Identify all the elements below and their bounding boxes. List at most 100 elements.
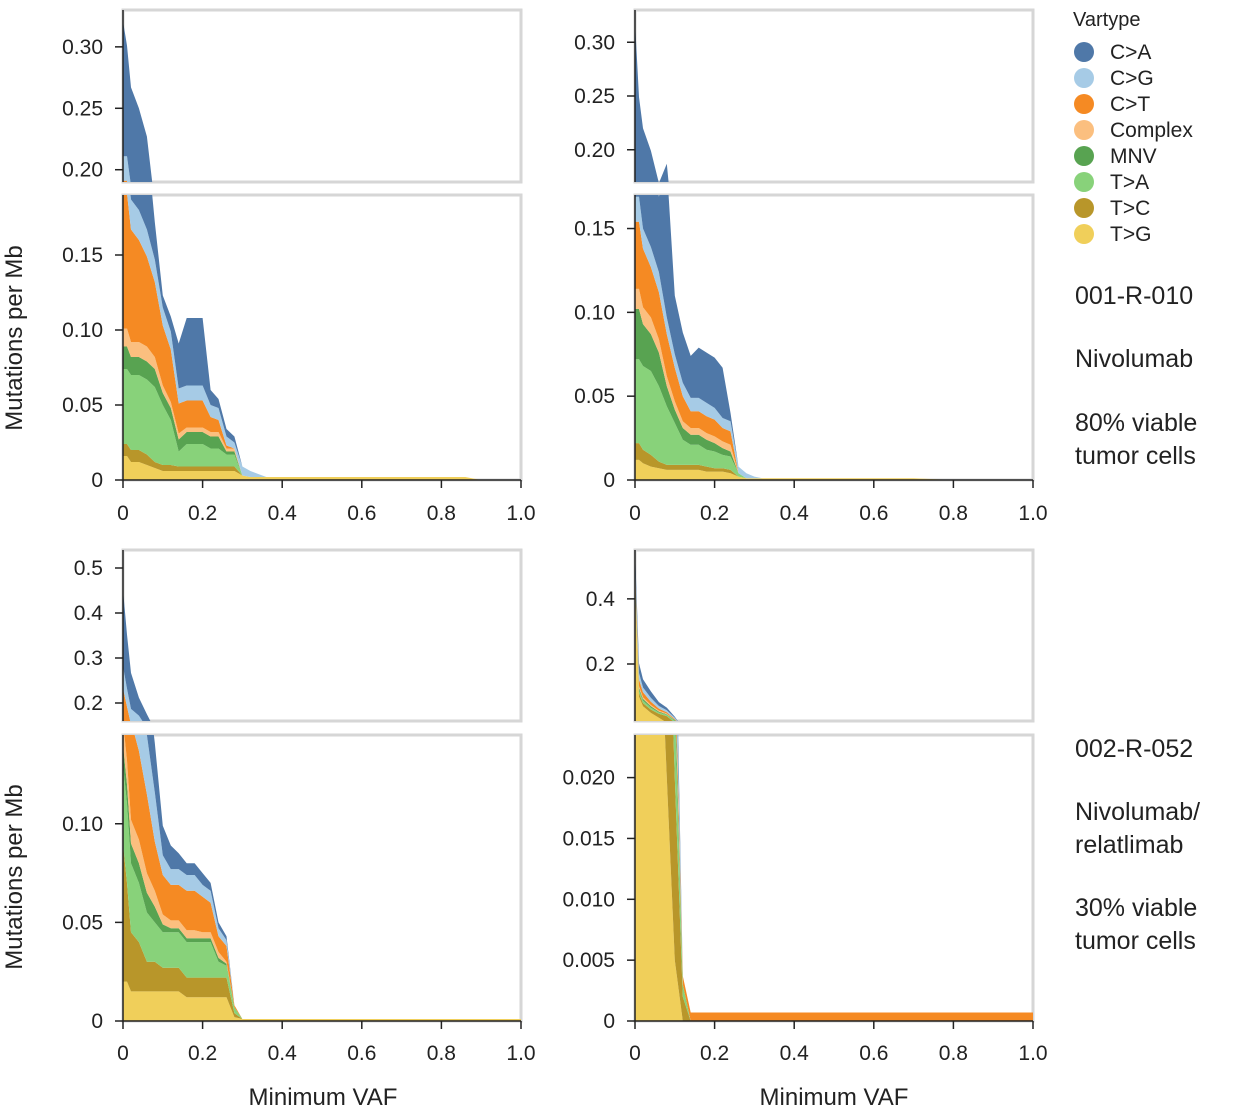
area-t-to-c-panel-4-bottom [664,735,1033,1021]
area-mnv-panel-4-top [635,574,676,721]
area-t-to-a-panel-4-bottom [673,735,1033,1021]
panel-4-bottom-areas [635,735,1033,1021]
y-tick-label: 0.4 [586,588,616,611]
area-complex-panel-4-top [635,572,677,721]
y-tick-label: 0.5 [74,557,103,580]
legend-label-t-to-c: T>C [1110,197,1150,220]
sample-id-2: 002-R-052 [1075,735,1193,763]
area-t-to-c-panel-3-top [123,753,521,793]
x-tick-label: 0.2 [188,502,217,525]
panel-1-bottom-areas [123,195,521,480]
x-tick-label: 0.4 [780,502,810,525]
legend-label-mnv: MNV [1110,145,1157,168]
y-tick-label: 0 [603,469,615,492]
y-tick-label: 0.10 [62,319,103,342]
area-t-to-g-panel-1-bottom [123,456,521,480]
legend-label-c-to-a: C>A [1110,41,1151,64]
area-mnv-panel-1-bottom [123,346,521,480]
treatment-2-line1: Nivolumab/ [1075,798,1200,826]
x-tick-label: 0.8 [427,1042,456,1065]
panel-1: 0.20 0.25 0.30 0 0.05 0.10 0.15 0 0.2 0.4 0.6 0.8 1.… [62,8,536,525]
panel-2-top-frame [633,8,1035,184]
x-axis-title-right: Minimum VAF [760,1084,909,1111]
legend-item-c-to-a: C>A [1074,41,1151,64]
area-t-to-a-panel-4-top [635,576,676,721]
area-c-to-a-panel-4-bottom [677,735,1033,1013]
y-tick-label: 0.2 [74,692,103,715]
legend: Vartype C>A C>G C>T Complex MNV T>A T>C T>G [1073,9,1193,246]
area-c-to-g-panel-4-top [635,559,678,721]
area-c-to-g-panel-4-bottom [676,735,1033,1013]
panel-3-top-areas [123,589,521,793]
y-tick-label: 0.05 [62,394,103,417]
y-tick-label: 0.30 [62,36,103,59]
area-c-to-t-panel-2-top [635,199,1033,365]
sample-id-1: 001-R-010 [1075,282,1193,310]
x-tick-label: 0.6 [347,502,376,525]
area-c-to-a-panel-2-top [635,21,669,182]
y-tick-label: 0.05 [574,385,615,408]
legend-swatch-complex [1074,120,1094,140]
legend-item-c-to-g: C>G [1074,67,1154,90]
panel-4-top-frame [633,548,1035,723]
x-tick-label: 0.4 [268,1042,298,1065]
legend-swatch-c-to-a [1074,42,1094,62]
y-tick-label: 0.25 [574,85,615,108]
legend-items: C>A C>G C>T Complex MNV T>A T>C T>G [1074,41,1193,246]
panel-1-top-frame [121,8,523,184]
panel-4-top-areas [635,550,678,721]
y-tick-label: 0.25 [62,97,103,120]
area-t-to-c-panel-4-top [635,579,673,721]
y-tick-label: 0.005 [562,949,615,972]
x-axis-title-left: Minimum VAF [249,1084,398,1111]
legend-item-t-to-g: T>G [1074,223,1151,246]
legend-label-complex: Complex [1110,119,1193,142]
viability-2-line2: tumor cells [1075,927,1196,955]
area-c-to-t-panel-4-top [635,565,677,721]
y-tick-label: 0.20 [62,159,103,182]
y-tick-label: 0.10 [62,813,103,836]
legend-item-t-to-c: T>C [1074,197,1150,220]
legend-item-complex: Complex [1074,119,1193,142]
y-tick-label: 0.10 [574,301,615,324]
y-tick-label: 0.05 [62,911,103,934]
panel-4: 0.2 0.4 0 0.005 0.010 0.015 0.020 0 0.2 0.4 0.6 0.8… [562,548,1048,1065]
panel-1-top-areas [123,21,153,182]
treatment-1: Nivolumab [1075,345,1193,373]
x-tick-label: 0.2 [700,502,729,525]
y-tick-label: 0.15 [574,218,615,241]
x-tick-label: 0 [629,502,641,525]
y-tick-label: 0.30 [574,31,615,54]
area-t-to-g-panel-3-top [123,784,521,793]
y-tick-label: 0 [603,1010,615,1033]
x-tick-label: 0 [117,1042,129,1065]
x-tick-label: 1.0 [506,502,535,525]
area-c-to-t-panel-1-top [123,180,128,182]
area-mnv-panel-3-top [123,730,521,793]
y-tick-label: 0.15 [62,244,103,267]
x-tick-label: 0.8 [427,502,456,525]
legend-swatch-mnv [1074,146,1094,166]
y-axis-title-top: Mutations per Mb [1,245,28,430]
x-tick-label: 0 [117,502,129,525]
panel-3-bottom-areas [123,735,521,1021]
x-tick-label: 0.6 [859,502,888,525]
legend-item-t-to-a: T>A [1074,171,1149,194]
panel-4-bottom-frame [633,733,1035,1023]
area-t-to-a-panel-3-top [123,735,521,793]
area-c-to-t-panel-4-bottom [676,735,1033,1021]
area-c-to-t-panel-3-bottom [124,735,521,1019]
x-tick-label: 0 [629,1042,641,1065]
x-tick-label: 0.8 [939,502,968,525]
panel-2-bottom-areas [635,195,1033,480]
area-complex-panel-1-bottom [123,328,521,480]
y-tick-label: 0.010 [562,888,615,911]
legend-swatch-c-to-g [1074,68,1094,88]
x-tick-label: 0.2 [188,1042,217,1065]
legend-label-t-to-a: T>A [1110,171,1149,194]
legend-swatch-t-to-a [1074,172,1094,192]
panel-3: 0.2 0.3 0.4 0.5 0 0.05 0.10 0 0.2 0.4 0.6 0.8 1.0 [62,548,536,1065]
area-c-to-a-panel-3-top [123,589,151,721]
area-t-to-c-panel-1-bottom [123,444,521,480]
